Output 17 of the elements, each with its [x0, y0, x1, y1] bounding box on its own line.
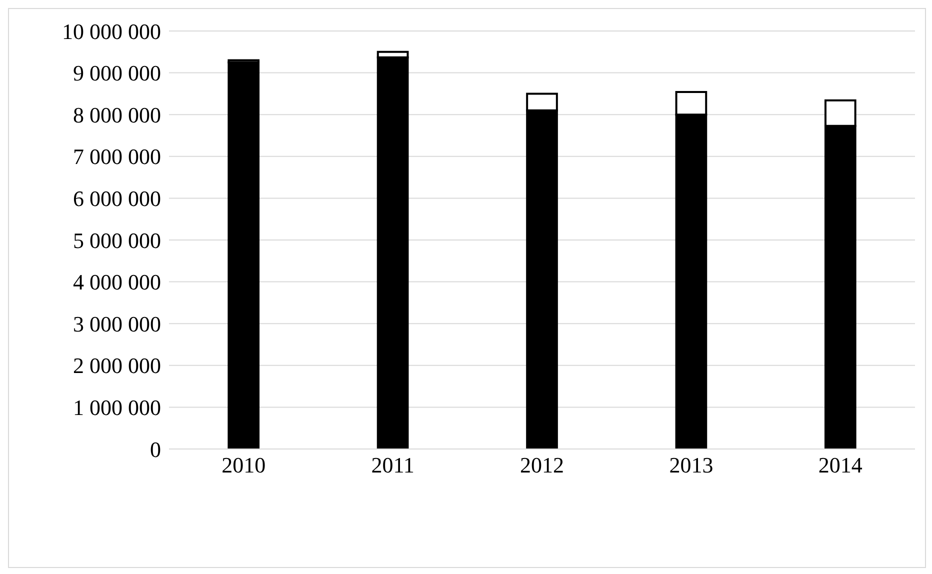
y-tick-label: 8 000 000 — [73, 102, 161, 128]
y-tick-label: 3 000 000 — [73, 311, 161, 336]
bar — [228, 61, 260, 449]
y-tick-label: 10 000 000 — [62, 18, 161, 44]
x-tick-label: 2010 — [222, 452, 266, 478]
y-tick-label: 2 000 000 — [73, 353, 161, 378]
x-tick-label: 2013 — [669, 452, 714, 478]
y-tick-label: 0 — [150, 436, 161, 462]
y-tick-label: 5 000 000 — [73, 228, 161, 253]
y-tick-label: 4 000 000 — [73, 270, 161, 295]
x-tick-label: 2011 — [371, 452, 414, 478]
y-tick-label: 9 000 000 — [73, 60, 161, 86]
x-tick-label: 2012 — [520, 452, 564, 478]
y-tick-label: 7 000 000 — [73, 144, 161, 170]
y-tick-label: 1 000 000 — [73, 395, 161, 420]
x-tick-label: 2014 — [818, 452, 862, 478]
y-tick-label: 6 000 000 — [73, 186, 161, 212]
